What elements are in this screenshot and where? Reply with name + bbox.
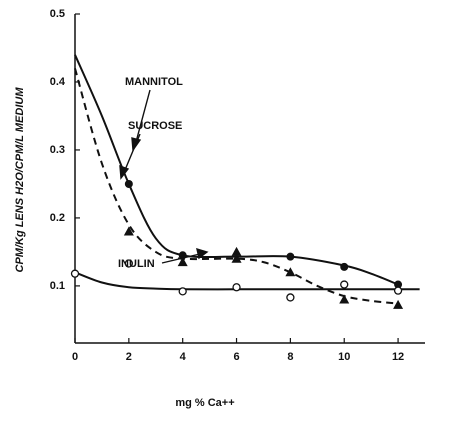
curve-label: MANNITOL xyxy=(125,76,183,88)
x-tick-label: 10 xyxy=(338,351,350,363)
y-tick-label: 0.3 xyxy=(50,144,65,156)
y-tick-label: 0.4 xyxy=(50,76,66,88)
x-tick-label: 2 xyxy=(126,351,132,363)
marker xyxy=(285,267,296,277)
y-tick-label: 0.1 xyxy=(50,280,65,292)
curve-label: INULIN xyxy=(118,258,155,270)
annotation-arrows xyxy=(119,89,209,264)
marker xyxy=(232,283,241,292)
marker xyxy=(393,299,404,309)
marker xyxy=(339,294,350,304)
y-tick-label: 0.5 xyxy=(50,8,65,20)
marker xyxy=(340,262,349,271)
y-axis-label: CPM/Kg LENS H2O/CPM/L MEDIUM xyxy=(14,87,26,273)
x-tick-label: 12 xyxy=(392,351,404,363)
arrow xyxy=(135,89,151,143)
arrow xyxy=(124,133,141,171)
fit-curve xyxy=(74,54,399,286)
curve-label: SUCROSE xyxy=(128,120,182,132)
fit-curve xyxy=(74,271,420,291)
x-tick-label: 4 xyxy=(180,351,187,363)
marker xyxy=(123,226,134,236)
marker xyxy=(124,179,133,188)
marker xyxy=(178,287,187,296)
marker xyxy=(231,253,242,263)
marker xyxy=(178,251,187,260)
marker xyxy=(394,280,403,289)
x-tick-label: 6 xyxy=(233,351,239,363)
marker xyxy=(393,286,403,295)
x-tick-label: 0 xyxy=(72,351,78,363)
marker xyxy=(231,246,242,256)
marker xyxy=(286,252,295,261)
marker xyxy=(70,269,80,278)
marker xyxy=(124,259,133,268)
marker xyxy=(177,257,188,267)
arrow-head xyxy=(196,247,209,260)
x-axis-label: mg % Ca++ xyxy=(175,397,234,409)
marker xyxy=(340,280,349,289)
marker xyxy=(286,293,295,302)
x-tick-label: 8 xyxy=(287,351,293,363)
y-tick-label: 0.2 xyxy=(50,212,65,224)
